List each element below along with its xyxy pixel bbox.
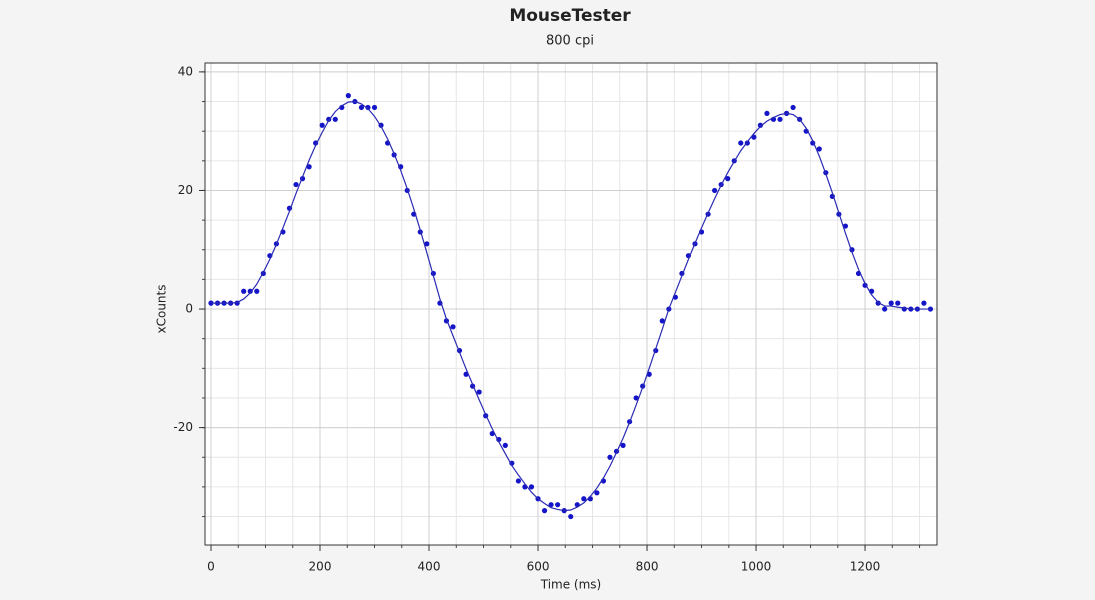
data-point bbox=[607, 454, 613, 460]
y-tick-label: -20 bbox=[173, 420, 193, 434]
data-point bbox=[555, 502, 561, 508]
data-point bbox=[345, 93, 351, 99]
data-point bbox=[548, 502, 554, 508]
chart-subtitle: 800 cpi bbox=[546, 34, 594, 49]
data-point bbox=[306, 164, 312, 170]
data-point bbox=[620, 442, 626, 448]
x-tick-label: 1000 bbox=[741, 560, 772, 574]
data-point bbox=[293, 181, 299, 188]
data-point bbox=[581, 496, 587, 502]
x-tick-label: 600 bbox=[527, 560, 550, 574]
data-point bbox=[528, 484, 535, 490]
data-point bbox=[424, 241, 430, 247]
data-point bbox=[757, 122, 764, 128]
data-point bbox=[738, 140, 744, 146]
data-point bbox=[888, 300, 894, 306]
data-point bbox=[816, 146, 822, 152]
x-tick-label: 800 bbox=[636, 560, 659, 574]
data-point bbox=[764, 110, 770, 116]
data-point bbox=[319, 122, 325, 128]
data-point bbox=[895, 300, 901, 306]
plot-area bbox=[205, 63, 937, 545]
x-tick-label: 0 bbox=[207, 560, 215, 574]
x-tick-label: 200 bbox=[309, 560, 332, 574]
data-point bbox=[777, 116, 783, 122]
data-point bbox=[541, 508, 548, 514]
data-point bbox=[254, 288, 260, 294]
data-point bbox=[502, 442, 508, 448]
data-point bbox=[476, 389, 482, 395]
data-point bbox=[241, 288, 247, 294]
data-point bbox=[358, 104, 365, 111]
chart-title: MouseTester bbox=[509, 6, 631, 26]
data-point bbox=[515, 478, 522, 484]
data-point bbox=[365, 104, 371, 111]
data-point bbox=[725, 176, 731, 182]
data-point bbox=[882, 306, 888, 312]
data-point bbox=[712, 187, 718, 194]
data-point bbox=[371, 104, 378, 111]
data-point bbox=[247, 288, 253, 294]
y-tick-label: 20 bbox=[178, 183, 193, 197]
data-point bbox=[568, 513, 574, 520]
data-point bbox=[509, 460, 515, 466]
fit-line bbox=[210, 100, 931, 512]
data-point bbox=[450, 324, 456, 330]
data-point bbox=[659, 318, 665, 324]
data-point bbox=[633, 395, 639, 401]
data-point bbox=[208, 300, 214, 306]
x-tick-label: 400 bbox=[418, 560, 441, 574]
y-tick-label: 40 bbox=[178, 64, 193, 78]
x-axis-label: Time (ms) bbox=[540, 578, 602, 592]
data-point bbox=[790, 104, 796, 111]
data-point bbox=[927, 306, 934, 312]
data-point bbox=[921, 300, 927, 306]
plot-border bbox=[204, 62, 938, 546]
y-axis-label: xCounts bbox=[155, 285, 169, 334]
data-point bbox=[332, 116, 338, 122]
y-tick-label: 0 bbox=[185, 302, 193, 316]
x-tick-label: 1200 bbox=[850, 560, 881, 574]
data-point bbox=[594, 490, 600, 496]
